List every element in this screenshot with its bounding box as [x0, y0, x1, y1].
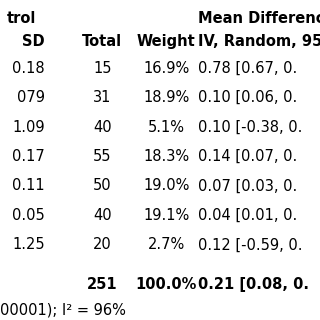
- Text: Mean Difference: Mean Difference: [198, 11, 320, 26]
- Text: 100.0%: 100.0%: [136, 277, 197, 292]
- Text: Total: Total: [82, 34, 123, 49]
- Text: 18.9%: 18.9%: [143, 90, 189, 105]
- Text: 0.17: 0.17: [12, 149, 45, 164]
- Text: 40: 40: [93, 120, 112, 134]
- Text: IV, Random, 95°: IV, Random, 95°: [198, 34, 320, 49]
- Text: Weight: Weight: [137, 34, 196, 49]
- Text: trol: trol: [6, 11, 36, 26]
- Text: 1.25: 1.25: [12, 237, 45, 252]
- Text: 50: 50: [93, 179, 112, 193]
- Text: 18.3%: 18.3%: [143, 149, 189, 164]
- Text: 0.12 [-0.59, 0.: 0.12 [-0.59, 0.: [198, 237, 303, 252]
- Text: 0.07 [0.03, 0.: 0.07 [0.03, 0.: [198, 179, 298, 193]
- Text: 0.11: 0.11: [12, 179, 45, 193]
- Text: 251: 251: [87, 277, 118, 292]
- Text: 16.9%: 16.9%: [143, 61, 189, 76]
- Text: 0.04 [0.01, 0.: 0.04 [0.01, 0.: [198, 208, 298, 223]
- Text: 19.0%: 19.0%: [143, 179, 189, 193]
- Text: 0.10 [-0.38, 0.: 0.10 [-0.38, 0.: [198, 120, 303, 134]
- Text: 0.10 [0.06, 0.: 0.10 [0.06, 0.: [198, 90, 298, 105]
- Text: 0.21 [0.08, 0.: 0.21 [0.08, 0.: [198, 277, 309, 292]
- Text: 2.7%: 2.7%: [148, 237, 185, 252]
- Text: 0.14 [0.07, 0.: 0.14 [0.07, 0.: [198, 149, 298, 164]
- Text: 1.09: 1.09: [12, 120, 45, 134]
- Text: 079: 079: [17, 90, 45, 105]
- Text: 55: 55: [93, 149, 112, 164]
- Text: 5.1%: 5.1%: [148, 120, 185, 134]
- Text: 15: 15: [93, 61, 112, 76]
- Text: 19.1%: 19.1%: [143, 208, 189, 223]
- Text: 31: 31: [93, 90, 112, 105]
- Text: 0.18: 0.18: [12, 61, 45, 76]
- Text: 0.78 [0.67, 0.: 0.78 [0.67, 0.: [198, 61, 298, 76]
- Text: SD: SD: [22, 34, 45, 49]
- Text: 40: 40: [93, 208, 112, 223]
- Text: 20: 20: [93, 237, 112, 252]
- Text: 0.05: 0.05: [12, 208, 45, 223]
- Text: 00001); I² = 96%: 00001); I² = 96%: [0, 302, 126, 317]
